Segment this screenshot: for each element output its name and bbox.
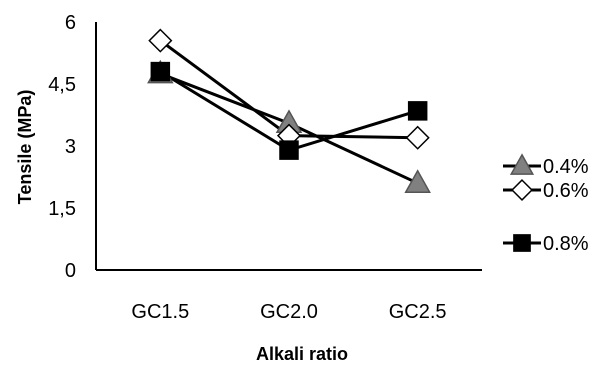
x-tick-label: GC2.5 (389, 301, 447, 323)
legend-marker (513, 234, 531, 252)
legend-marker (511, 179, 533, 201)
legend-label: 0.8% (543, 233, 589, 255)
y-tick-label: 1,5 (48, 198, 76, 220)
x-tick-label: GC1.5 (131, 301, 189, 323)
legend-item: 0.6% (503, 179, 589, 202)
axes (95, 22, 482, 271)
x-axis-title: Alkali ratio (256, 344, 348, 364)
legend-item: 0.8% (503, 233, 589, 255)
series-2-marker (148, 28, 173, 53)
series-2-marker (405, 125, 430, 150)
y-tick-labels: 0 1,5 3 4,5 6 (48, 12, 76, 282)
y-tick-label: 6 (65, 12, 76, 34)
x-tick-label: GC2.0 (260, 301, 318, 323)
y-tick-label: 0 (65, 260, 76, 282)
y-tick-label: 3 (65, 136, 76, 158)
series-markers (147, 28, 431, 193)
series-1-marker (404, 169, 431, 193)
series-3-marker (279, 140, 299, 160)
series-3-marker (150, 61, 171, 82)
legend-item: 0.4% (503, 153, 589, 178)
legend-label: 0.6% (543, 180, 589, 202)
y-axis-title: Tensile (MPa) (15, 90, 35, 205)
legend: 0.4%0.6% 0.8% (503, 153, 589, 255)
x-tick-labels: GC1.5 GC2.0 GC2.5 (131, 301, 446, 323)
y-tick-label: 4,5 (48, 74, 76, 96)
legend-label: 0.4% (543, 156, 589, 178)
series-3-marker (407, 101, 428, 121)
legend-marker (509, 153, 535, 175)
